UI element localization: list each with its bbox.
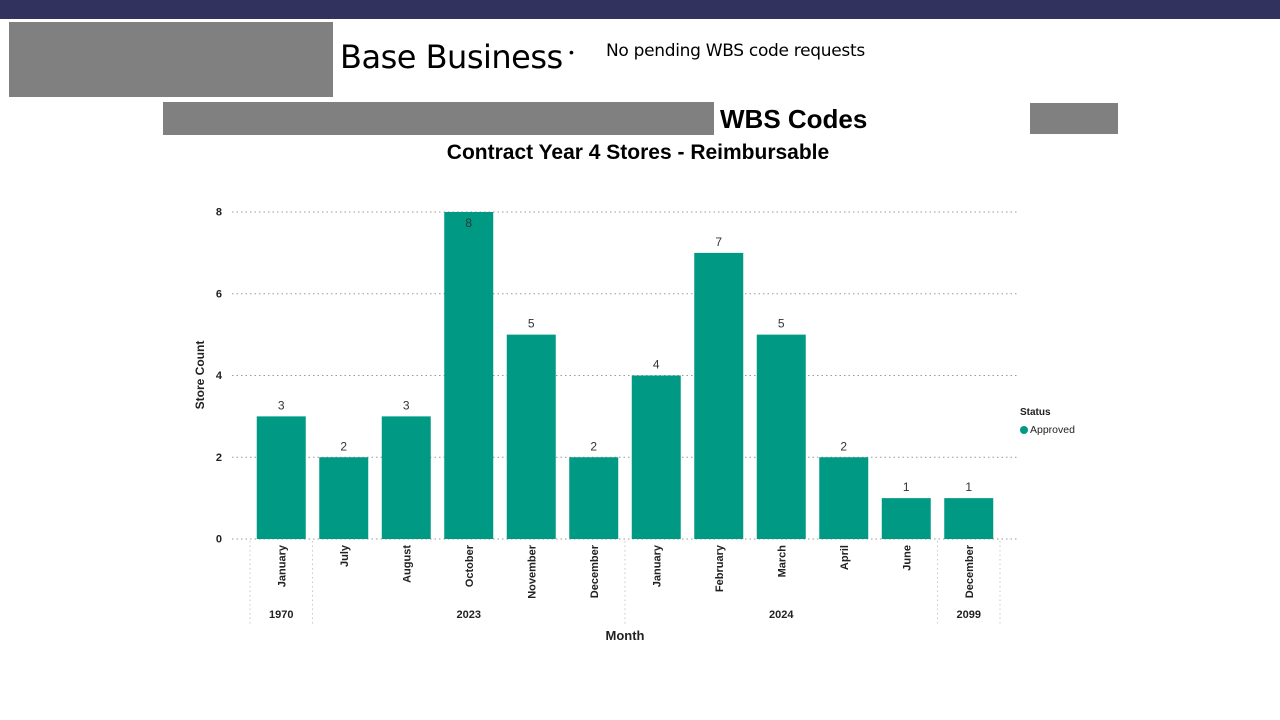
bar xyxy=(381,416,431,539)
legend-item-approved: Approved xyxy=(1020,424,1075,436)
x-axis-label: Month xyxy=(606,628,645,643)
data-label: 5 xyxy=(778,317,785,331)
y-tick-label: 0 xyxy=(216,534,222,546)
bar xyxy=(756,334,806,539)
data-label: 3 xyxy=(278,398,285,412)
data-label: 2 xyxy=(340,439,347,453)
chart-title: WBS Codes xyxy=(720,104,868,134)
redacted-logo-block xyxy=(9,22,333,97)
legend-dot-icon xyxy=(1020,426,1028,434)
y-tick-label: 4 xyxy=(216,370,223,382)
x-tick-label: January xyxy=(276,544,288,587)
x-tick-label: July xyxy=(339,544,351,567)
pending-requests-note: No pending WBS code requests xyxy=(606,41,865,61)
bar xyxy=(256,416,306,539)
bar xyxy=(694,252,744,539)
y-tick-label: 8 xyxy=(216,207,222,219)
bar xyxy=(819,457,869,539)
legend-title: Status xyxy=(1020,407,1051,418)
y-tick-label: 2 xyxy=(216,452,222,464)
data-label: 5 xyxy=(528,317,535,331)
chart-subtitle: Contract Year 4 Stores - Reimbursable xyxy=(446,141,830,164)
data-label: 2 xyxy=(590,439,597,453)
x-tick-label: March xyxy=(776,545,788,578)
x-tick-label: June xyxy=(901,545,913,571)
data-label: 4 xyxy=(653,358,660,372)
bar xyxy=(319,457,369,539)
bar xyxy=(631,375,681,539)
x-group-label: 1970 xyxy=(269,609,293,621)
bar xyxy=(569,457,619,539)
x-tick-label: February xyxy=(714,544,726,592)
data-label: 1 xyxy=(965,480,972,494)
redacted-corner-block xyxy=(1030,103,1118,134)
data-label: 8 xyxy=(465,216,472,230)
y-axis-label: Store Count xyxy=(193,341,207,410)
redacted-title-block xyxy=(163,102,714,135)
x-tick-label: November xyxy=(526,544,538,599)
x-group-label: 2099 xyxy=(957,609,981,621)
x-group-label: 2024 xyxy=(769,609,794,621)
legend-label: Approved xyxy=(1030,424,1075,436)
x-tick-label: December xyxy=(964,544,976,598)
bar xyxy=(881,498,931,539)
bar xyxy=(944,498,994,539)
x-tick-label: December xyxy=(589,544,601,598)
y-tick-label: 6 xyxy=(216,288,222,300)
x-tick-label: October xyxy=(464,544,476,587)
data-label: 2 xyxy=(840,439,847,453)
bar xyxy=(506,334,556,539)
data-label: 1 xyxy=(903,480,910,494)
bar xyxy=(444,212,494,539)
top-bar xyxy=(0,0,1280,19)
x-group-label: 2023 xyxy=(457,609,481,621)
x-tick-label: April xyxy=(839,545,851,570)
slide-heading: Base Business xyxy=(340,38,563,76)
data-label: 3 xyxy=(403,398,410,412)
bullet-icon: • xyxy=(569,44,574,60)
data-label: 7 xyxy=(715,235,722,249)
x-tick-label: January xyxy=(651,544,663,587)
x-tick-label: August xyxy=(401,545,413,583)
